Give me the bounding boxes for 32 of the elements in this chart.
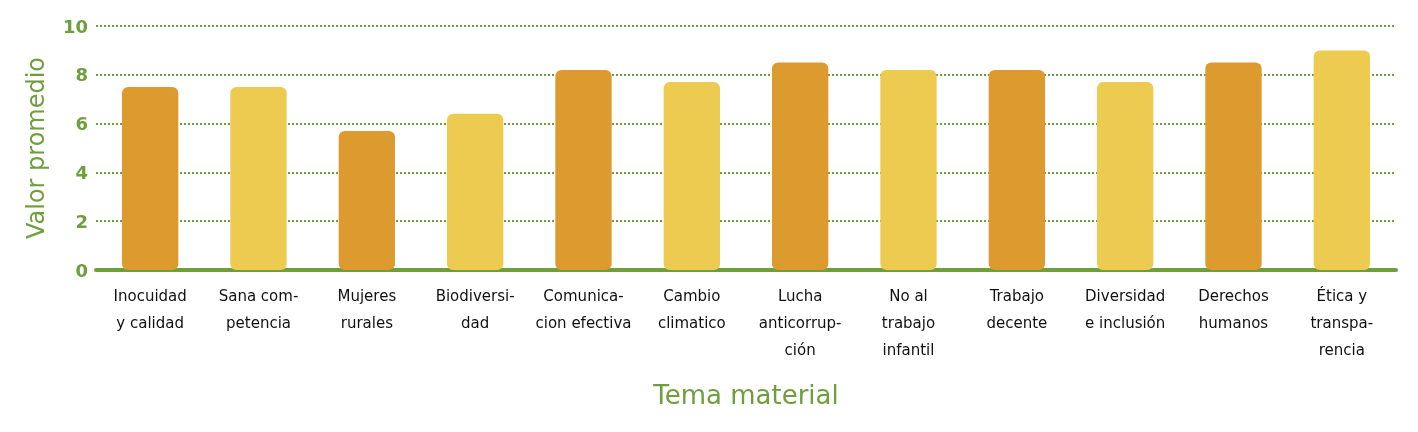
bar bbox=[447, 113, 504, 270]
x-tick-label: Biodiversi- dad bbox=[435, 286, 515, 332]
y-tick-label: 10 bbox=[62, 15, 88, 37]
bar bbox=[988, 69, 1045, 270]
y-tick-label: 8 bbox=[75, 64, 88, 86]
x-tick-label: Sana com- petencia bbox=[218, 286, 299, 332]
bar bbox=[230, 87, 287, 270]
x-tick-label: Diversidad e inclusión bbox=[1085, 286, 1166, 332]
x-tick-label: Cambio climatico bbox=[657, 286, 726, 332]
x-tick-label: Trabajo decente bbox=[986, 286, 1048, 332]
y-axis-title: Valor promedio bbox=[22, 56, 50, 240]
y-tick-label: 4 bbox=[75, 161, 88, 183]
y-tick-label: 6 bbox=[75, 113, 88, 135]
x-tick-label: Comunica- cion efectiva bbox=[535, 286, 632, 332]
x-tick-label: Derechos humanos bbox=[1198, 286, 1269, 332]
y-tick-label: 2 bbox=[75, 210, 88, 232]
bar bbox=[122, 87, 179, 270]
y-tick-label: 0 bbox=[75, 259, 88, 281]
bar bbox=[663, 82, 720, 270]
bar bbox=[1205, 62, 1262, 270]
x-tick-label: Ética y transpa- rencia bbox=[1310, 285, 1374, 359]
bar bbox=[338, 130, 395, 270]
bar bbox=[555, 69, 612, 270]
bar bbox=[1313, 50, 1370, 270]
bar bbox=[880, 69, 937, 270]
bar bbox=[1097, 82, 1154, 270]
x-axis-title: Tema material bbox=[652, 380, 839, 410]
x-tick-label: Lucha anticorrup- ción bbox=[758, 286, 842, 359]
x-tick-label: Inocuidad y calidad bbox=[113, 286, 187, 332]
x-tick-label: No al trabajo infantil bbox=[881, 286, 936, 359]
x-tick-label: Mujeres rurales bbox=[337, 286, 397, 332]
bar bbox=[772, 62, 829, 270]
